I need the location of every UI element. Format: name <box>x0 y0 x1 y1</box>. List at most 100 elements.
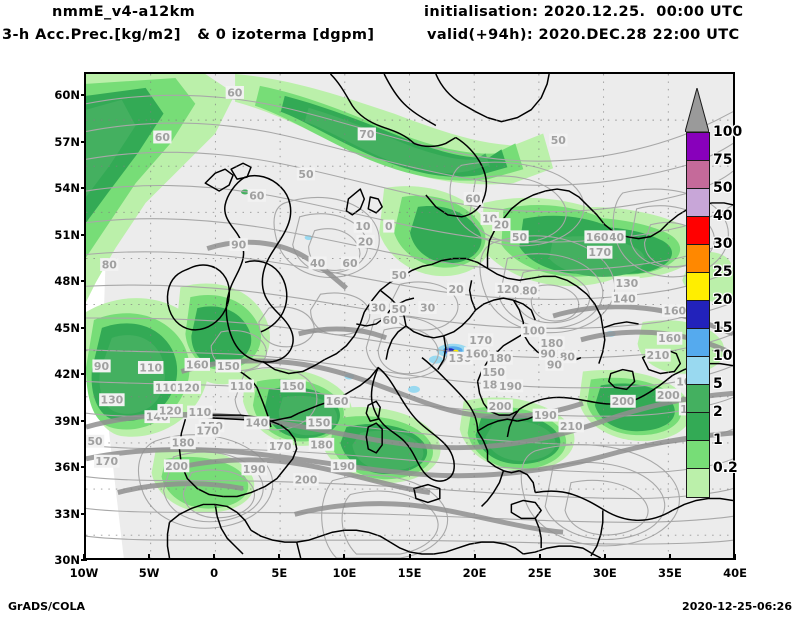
contour-label-background <box>306 416 332 430</box>
contour-label: 90 <box>94 360 110 373</box>
contour-label: 180 <box>540 337 563 350</box>
contour-label-background <box>170 436 196 450</box>
contour-label-background <box>463 192 483 205</box>
contour-label-background <box>244 416 270 430</box>
longitude-tick-mark <box>278 554 281 560</box>
contour-label: 160 <box>465 348 488 361</box>
longitude-tick-label: 10E <box>332 566 357 580</box>
contour-label: 90 <box>547 358 563 371</box>
contour-label: 190 <box>243 463 266 476</box>
longitude-tick-label: 5E <box>271 566 288 580</box>
contour-label-background <box>296 167 316 181</box>
longitude-tick-label: 20E <box>462 566 487 580</box>
colorbar-band[interactable]: 75 <box>687 152 732 189</box>
map-plot-frame[interactable]: 60 60 70 50 50 60 80 90 60 10 20 50 40 10 0 20 40 60 50 20 3… <box>84 72 735 560</box>
model-name-label: nmmE_v4-a12km <box>52 4 196 20</box>
contour-label: 170 <box>95 455 118 468</box>
contour-label-background <box>357 127 376 141</box>
colorbar-tick-label: 1 <box>713 432 723 448</box>
colorbar-band[interactable]: 30 <box>687 236 732 273</box>
contour-label-background <box>487 399 513 413</box>
contour-label: 200 <box>657 389 680 402</box>
contour-label-background <box>480 365 507 379</box>
contour-label: 70 <box>359 128 375 141</box>
contour-label: 150 <box>282 380 305 393</box>
contour-label: 110 <box>155 381 178 394</box>
contour-label: 120 <box>177 381 200 394</box>
contour-label: 190 <box>534 409 557 422</box>
heavy-contour-band <box>86 239 733 535</box>
precipitation-colorbar[interactable]: 100 75 50 40 30 25 20 15 10 5 2 1 0.2 <box>686 124 742 498</box>
contour-label: 170 <box>196 424 219 437</box>
contour-label: 60 <box>155 131 171 144</box>
colorbar-band[interactable]: 100 <box>687 124 742 161</box>
longitude-tick-label: 5W <box>138 566 160 580</box>
colorbar-band[interactable]: 5 <box>687 376 723 413</box>
contour-label: 110 <box>188 406 211 419</box>
colorbar-band[interactable]: 0.2 <box>687 460 738 497</box>
colorbar-tick-label: 30 <box>713 236 733 252</box>
longitude-tick-mark <box>213 554 216 560</box>
contour-label-background <box>586 245 613 259</box>
contour-label-background <box>584 230 610 244</box>
contour-label-background <box>467 333 494 347</box>
contour-label-background <box>215 359 242 373</box>
contour-label-background <box>446 282 466 296</box>
colorbar-band[interactable]: 25 <box>687 264 732 301</box>
contour-label: 140 <box>613 292 636 305</box>
coastlines-and-borders <box>166 74 733 558</box>
contour-label: 30 <box>420 302 436 315</box>
contour-label: 40 <box>310 257 326 270</box>
contour-label-background <box>492 218 511 232</box>
contour-label: 60 <box>227 86 243 99</box>
contour-label-background <box>558 419 584 433</box>
contour-label-background <box>137 361 164 374</box>
contour-label-background <box>607 230 626 244</box>
longitude-tick-label: 0 <box>210 566 219 580</box>
contour-label: 180 <box>489 352 512 365</box>
contour-label-background <box>380 313 400 327</box>
contour-label: 190 <box>499 380 522 393</box>
latitude-tick-label: 36N <box>54 460 80 475</box>
contour-label-background <box>418 301 437 314</box>
contour-label: 160 <box>326 395 349 408</box>
contour-label-background <box>538 347 558 361</box>
contour-label: 170 <box>469 334 492 347</box>
longitude-tick-label: 10W <box>69 566 99 580</box>
contour-label: 210 <box>647 349 670 362</box>
contour-label: 0 <box>385 220 393 233</box>
contour-label: 50 <box>87 435 103 448</box>
contour-label-background <box>655 388 682 402</box>
contour-label-background <box>308 437 335 451</box>
contour-label-background <box>99 393 125 407</box>
contour-label: 40 <box>609 231 625 244</box>
contour-label: 150 <box>482 366 505 379</box>
contour-label-background <box>545 357 564 371</box>
colorbar-band[interactable]: 10 <box>687 348 732 385</box>
contour-label: 140 <box>245 417 268 430</box>
contour-label-background <box>157 404 183 417</box>
colorbar-band[interactable]: 15 <box>687 320 732 357</box>
longitude-tick-mark <box>83 554 85 560</box>
colorbar-band[interactable]: 1 <box>687 432 723 469</box>
longitude-tick-mark <box>408 554 411 560</box>
latitude-tick-label: 57N <box>54 134 80 149</box>
contour-label: 20 <box>448 283 464 296</box>
contour-label-background <box>353 219 373 233</box>
contour-label-background <box>194 424 221 437</box>
colorbar-tick-label: 0.2 <box>713 460 738 476</box>
colorbar-band[interactable]: 2 <box>687 404 723 441</box>
contour-label: 30 <box>371 302 387 315</box>
contour-label-background <box>175 381 201 394</box>
contour-label-background <box>549 133 568 147</box>
contour-label-background <box>293 473 319 487</box>
contour-label-background <box>330 459 357 473</box>
field-description-label: 3-h Acc.Prec.[kg/m2] & 0 izoterma [dgpm] <box>2 27 375 43</box>
longitude-tick-mark <box>343 554 346 560</box>
colorbar-overflow-arrow-outline <box>685 88 709 132</box>
colorbar-band[interactable]: 50 <box>687 180 732 217</box>
latitude-tick-label: 51N <box>54 227 80 242</box>
colorbar-band[interactable]: 20 <box>687 292 732 329</box>
colorbar-band[interactable]: 40 <box>687 208 732 245</box>
